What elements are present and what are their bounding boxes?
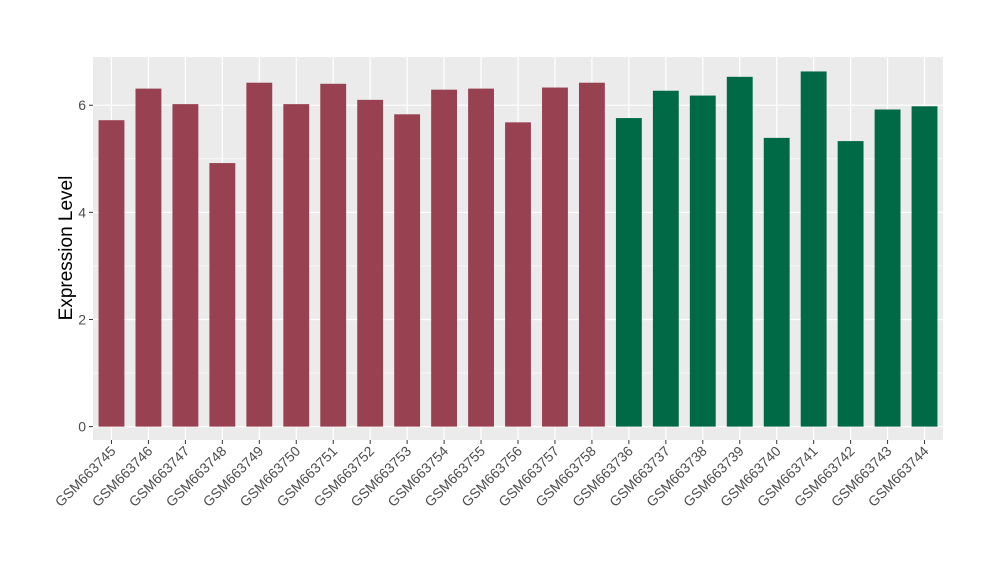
- bar-GSM663744: [911, 106, 938, 427]
- bars: [98, 71, 938, 427]
- bar-GSM663757: [542, 87, 568, 427]
- y-tick-label: 4: [78, 204, 86, 220]
- bar-GSM663745: [98, 120, 125, 427]
- bar-GSM663749: [246, 82, 273, 427]
- bar-GSM663739: [726, 76, 753, 427]
- x-axis: GSM663745GSM663746GSM663747GSM663748GSM6…: [52, 440, 932, 510]
- bar-GSM663756: [505, 122, 531, 427]
- bar-GSM663743: [874, 109, 901, 427]
- bar-GSM663751: [320, 83, 347, 427]
- bar-GSM663747: [172, 104, 199, 427]
- bar-GSM663750: [283, 104, 310, 427]
- bar-GSM663742: [837, 141, 864, 427]
- bar-GSM663752: [357, 99, 384, 427]
- bar-GSM663748: [209, 163, 236, 427]
- y-axis: 0 2 4 6: [78, 97, 93, 435]
- bar-GSM663736: [615, 118, 642, 427]
- y-axis-title: Expression Level: [56, 176, 77, 321]
- bar-GSM663738: [689, 95, 716, 427]
- bar-GSM663758: [578, 82, 605, 427]
- y-tick-label: 0: [78, 419, 86, 435]
- bar-GSM663740: [763, 137, 790, 427]
- bar-GSM663737: [652, 90, 679, 427]
- bar-GSM663746: [135, 88, 162, 427]
- y-tick-label: 2: [78, 311, 86, 327]
- bar-GSM663755: [468, 88, 494, 427]
- y-tick-label: 6: [78, 97, 86, 113]
- bar-GSM663741: [800, 71, 827, 427]
- bar-GSM663754: [431, 89, 458, 427]
- bar-GSM663753: [394, 114, 421, 427]
